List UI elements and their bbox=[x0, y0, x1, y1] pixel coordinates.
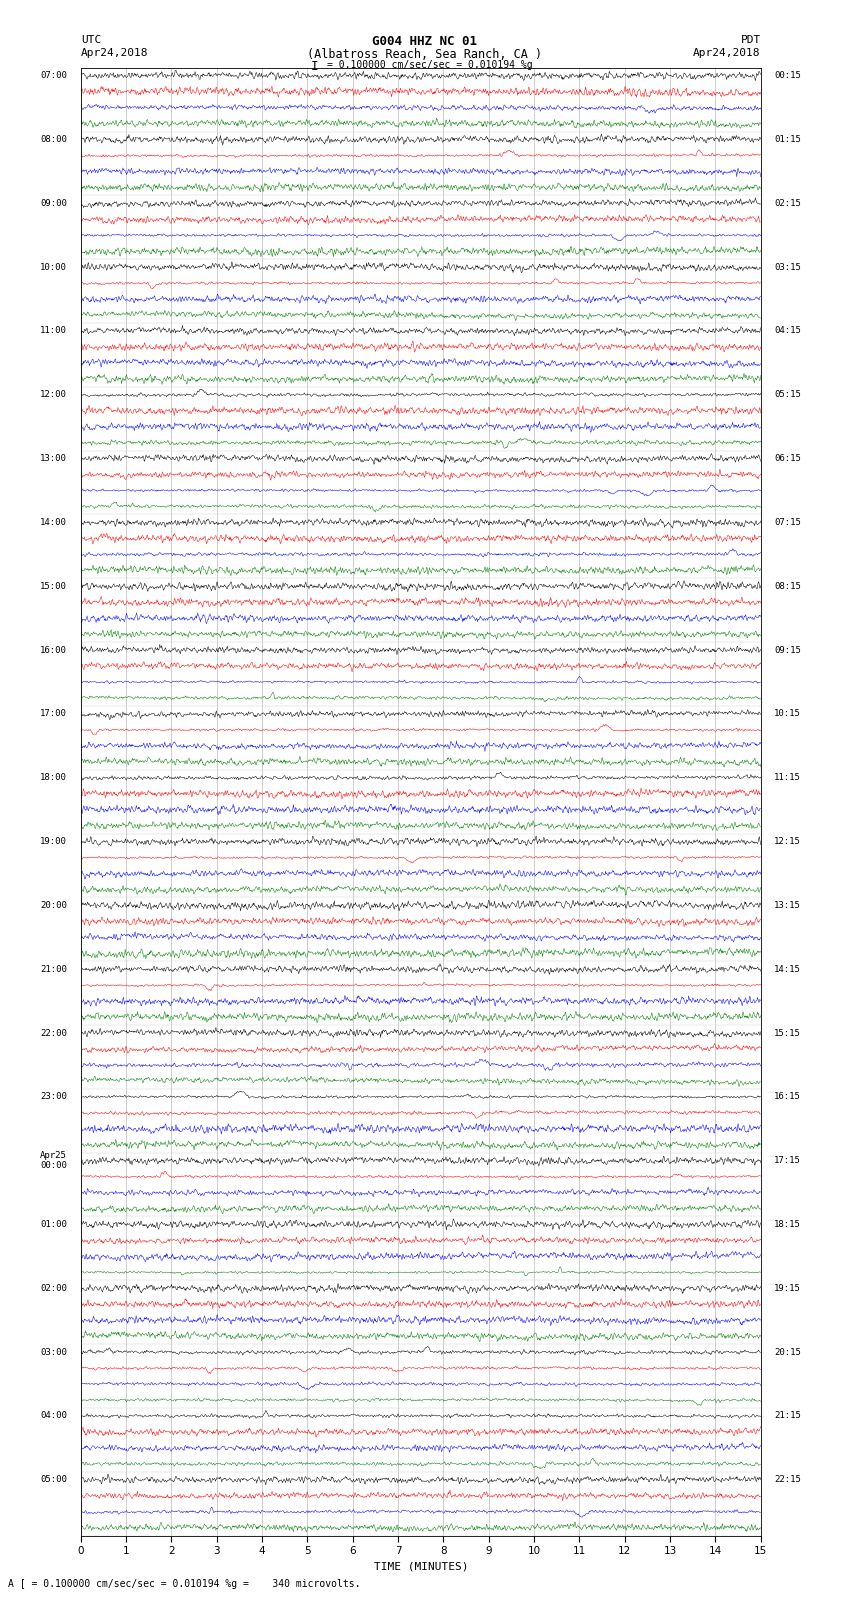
Text: 19:15: 19:15 bbox=[774, 1284, 802, 1292]
Text: 11:15: 11:15 bbox=[774, 773, 802, 782]
Text: 05:00: 05:00 bbox=[40, 1476, 67, 1484]
Text: 14:15: 14:15 bbox=[774, 965, 802, 974]
Text: 19:00: 19:00 bbox=[40, 837, 67, 847]
Text: 01:15: 01:15 bbox=[774, 135, 802, 144]
Text: 04:00: 04:00 bbox=[40, 1411, 67, 1421]
Text: 07:15: 07:15 bbox=[774, 518, 802, 527]
Text: 16:15: 16:15 bbox=[774, 1092, 802, 1102]
Text: A [ = 0.100000 cm/sec/sec = 0.010194 %g =    340 microvolts.: A [ = 0.100000 cm/sec/sec = 0.010194 %g … bbox=[8, 1579, 361, 1589]
Text: 21:15: 21:15 bbox=[774, 1411, 802, 1421]
Text: 07:00: 07:00 bbox=[40, 71, 67, 81]
Text: 18:00: 18:00 bbox=[40, 773, 67, 782]
Text: 01:00: 01:00 bbox=[40, 1219, 67, 1229]
Text: PDT: PDT bbox=[740, 35, 761, 45]
Text: 18:15: 18:15 bbox=[774, 1219, 802, 1229]
Text: 02:00: 02:00 bbox=[40, 1284, 67, 1292]
Text: UTC: UTC bbox=[81, 35, 101, 45]
Text: Apr25
00:00: Apr25 00:00 bbox=[40, 1152, 67, 1171]
X-axis label: TIME (MINUTES): TIME (MINUTES) bbox=[373, 1561, 468, 1571]
Text: 05:15: 05:15 bbox=[774, 390, 802, 400]
Text: 09:00: 09:00 bbox=[40, 198, 67, 208]
Text: 20:00: 20:00 bbox=[40, 902, 67, 910]
Text: 15:00: 15:00 bbox=[40, 582, 67, 590]
Text: 08:15: 08:15 bbox=[774, 582, 802, 590]
Text: I: I bbox=[311, 60, 318, 73]
Text: 17:15: 17:15 bbox=[774, 1157, 802, 1165]
Text: 17:00: 17:00 bbox=[40, 710, 67, 718]
Text: 04:15: 04:15 bbox=[774, 326, 802, 336]
Text: 03:15: 03:15 bbox=[774, 263, 802, 271]
Text: = 0.100000 cm/sec/sec = 0.010194 %g: = 0.100000 cm/sec/sec = 0.010194 %g bbox=[327, 60, 533, 69]
Text: 02:15: 02:15 bbox=[774, 198, 802, 208]
Text: 09:15: 09:15 bbox=[774, 645, 802, 655]
Text: 12:15: 12:15 bbox=[774, 837, 802, 847]
Text: 13:15: 13:15 bbox=[774, 902, 802, 910]
Text: G004 HHZ NC 01: G004 HHZ NC 01 bbox=[372, 35, 478, 48]
Text: 23:00: 23:00 bbox=[40, 1092, 67, 1102]
Text: 20:15: 20:15 bbox=[774, 1347, 802, 1357]
Text: 14:00: 14:00 bbox=[40, 518, 67, 527]
Text: (Albatross Reach, Sea Ranch, CA ): (Albatross Reach, Sea Ranch, CA ) bbox=[308, 48, 542, 61]
Text: Apr24,2018: Apr24,2018 bbox=[81, 48, 148, 58]
Text: 00:15: 00:15 bbox=[774, 71, 802, 81]
Text: Apr24,2018: Apr24,2018 bbox=[694, 48, 761, 58]
Text: 13:00: 13:00 bbox=[40, 455, 67, 463]
Text: 08:00: 08:00 bbox=[40, 135, 67, 144]
Text: 10:00: 10:00 bbox=[40, 263, 67, 271]
Text: 03:00: 03:00 bbox=[40, 1347, 67, 1357]
Text: 10:15: 10:15 bbox=[774, 710, 802, 718]
Text: 22:15: 22:15 bbox=[774, 1476, 802, 1484]
Text: 22:00: 22:00 bbox=[40, 1029, 67, 1037]
Text: 16:00: 16:00 bbox=[40, 645, 67, 655]
Text: 12:00: 12:00 bbox=[40, 390, 67, 400]
Text: 06:15: 06:15 bbox=[774, 455, 802, 463]
Text: 11:00: 11:00 bbox=[40, 326, 67, 336]
Text: 15:15: 15:15 bbox=[774, 1029, 802, 1037]
Text: 21:00: 21:00 bbox=[40, 965, 67, 974]
